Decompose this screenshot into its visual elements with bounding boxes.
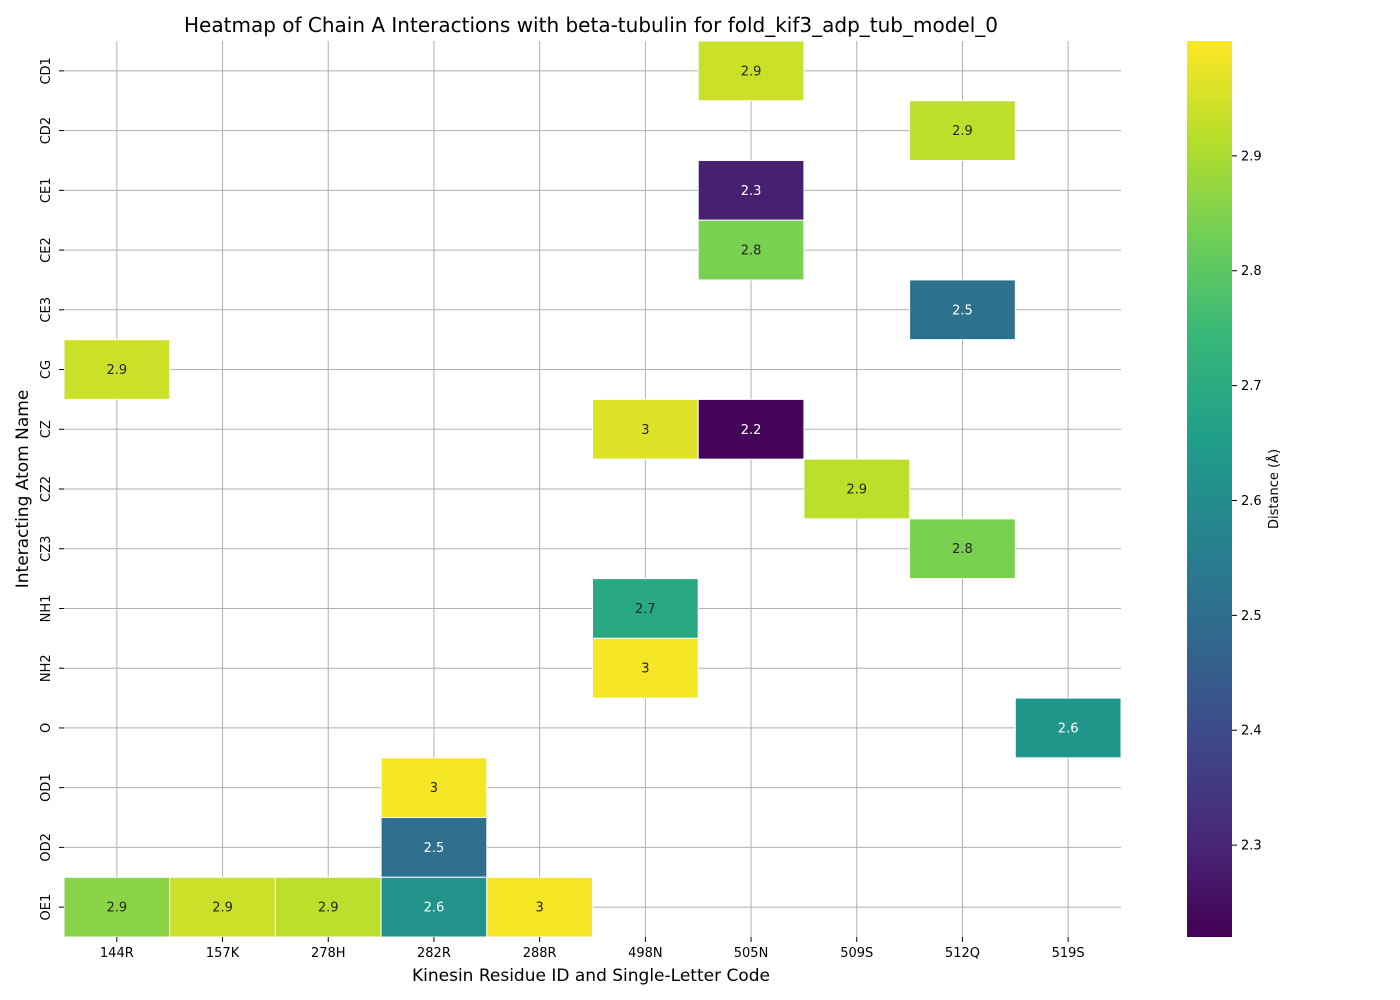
y-tick-label: CD1 — [39, 57, 54, 84]
colorbar-tick-label: 2.8 — [1241, 264, 1262, 279]
colorbar-tick-label: 2.3 — [1241, 839, 1262, 854]
x-axis-ticks: 144R 157K 278H 282R 288R 498N 505N 509S 512Q 519S — [100, 937, 1085, 961]
cell-value-label: 2.2 — [741, 423, 762, 438]
heatmap-cell — [592, 637, 699, 699]
cell-value-label: 2.9 — [318, 901, 339, 916]
x-tick-label: 512Q — [945, 946, 980, 961]
x-axis-label: Kinesin Residue ID and Single-Letter Cod… — [412, 966, 770, 986]
heatmap-cell — [486, 876, 593, 938]
x-tick-label: 282R — [417, 946, 451, 961]
cell-value-label: 2.9 — [212, 901, 233, 916]
colorbar-tick-label: 2.4 — [1241, 724, 1262, 739]
x-tick-label: 288R — [523, 946, 557, 961]
colorbar-label: Distance (Å) — [1266, 449, 1282, 529]
cell-value-label: 3 — [536, 901, 544, 916]
cell-value-label: 2.8 — [741, 244, 762, 259]
y-tick-label: CZ2 — [39, 476, 54, 502]
heatmap-cell — [697, 219, 805, 281]
cell-value-label: 2.8 — [952, 542, 973, 557]
cell-value-label: 2.9 — [741, 64, 762, 79]
y-tick-label: OE1 — [39, 894, 54, 921]
y-tick-label: CZ3 — [39, 536, 54, 562]
heatmap-cell — [592, 578, 699, 639]
heatmap-cell — [274, 876, 382, 938]
y-tick-label: OD2 — [39, 833, 54, 862]
y-tick-label: CE2 — [39, 237, 54, 263]
y-tick-label: OD1 — [39, 773, 54, 802]
colorbar-ticks: 2.3 2.4 2.5 2.6 2.7 2.8 2.9 — [1232, 149, 1262, 854]
y-axis-ticks: CD1 CD2 CE1 CE2 CE3 CG CZ CZ2 CZ3 NH1 NH2 O OD1 OD2 OE… — [39, 57, 64, 920]
y-tick-label: NH2 — [39, 654, 54, 682]
cell-value-label: 2.3 — [741, 184, 762, 199]
cell-value-label: 2.6 — [424, 901, 445, 916]
heatmap-cell — [909, 518, 1016, 580]
cell-value-label: 2.5 — [424, 841, 445, 856]
x-tick-label: 505N — [734, 946, 769, 961]
y-tick-label: CD2 — [39, 117, 54, 144]
cell-value-label: 3 — [641, 423, 649, 438]
cell-value-label: 2.5 — [952, 303, 973, 318]
heatmap-cell — [380, 817, 488, 878]
heatmap-cell — [909, 100, 1016, 161]
heatmap-cell — [1014, 697, 1122, 759]
colorbar — [1187, 41, 1232, 937]
grid-lines — [64, 41, 1121, 937]
heatmap-cell — [697, 40, 805, 102]
x-tick-label: 144R — [100, 946, 134, 961]
cell-value-label: 2.6 — [1058, 721, 1079, 736]
y-tick-label: NH1 — [39, 595, 54, 623]
cell-value-label: 2.9 — [107, 901, 128, 916]
y-tick-label: CG — [39, 360, 54, 379]
x-tick-label: 278H — [311, 946, 346, 961]
y-tick-label: CE3 — [39, 297, 54, 323]
y-tick-label: CE1 — [39, 178, 54, 204]
heatmap-cell — [697, 398, 805, 460]
heatmap-cell — [169, 876, 276, 938]
heatmap-cell — [63, 339, 171, 400]
colorbar-tick-label: 2.6 — [1241, 494, 1262, 509]
cell-value-label: 2.9 — [952, 124, 973, 139]
cell-value-label: 2.9 — [846, 483, 867, 498]
heatmap-cells: 2.9 2.9 2.3 2.8 2.5 2.9 3 2.2 2.9 2.8 2.7 3 2.6 3 2.5 2… — [63, 40, 1122, 938]
cell-value-label: 2.9 — [107, 363, 128, 378]
cell-value-label: 2.7 — [635, 602, 656, 617]
colorbar-tick-label: 2.7 — [1241, 379, 1262, 394]
heatmap-cell — [909, 279, 1016, 341]
y-axis-label: Interacting Atom Name — [13, 390, 33, 589]
y-tick-label: CZ — [39, 420, 54, 438]
x-tick-label: 157K — [206, 946, 240, 961]
cell-value-label: 3 — [430, 781, 438, 796]
colorbar-tick-label: 2.5 — [1241, 609, 1262, 624]
colorbar-tick-label: 2.9 — [1241, 149, 1262, 164]
chart-title: Heatmap of Chain A Interactions with bet… — [184, 13, 998, 37]
x-tick-label: 509S — [840, 946, 873, 961]
y-tick-label: O — [39, 723, 54, 733]
heatmap-cell — [592, 398, 699, 460]
heatmap-cell — [697, 159, 805, 221]
x-tick-label: 519S — [1052, 946, 1085, 961]
heatmap-cell — [803, 458, 911, 520]
cell-value-label: 3 — [641, 662, 649, 677]
x-tick-label: 498N — [628, 946, 663, 961]
